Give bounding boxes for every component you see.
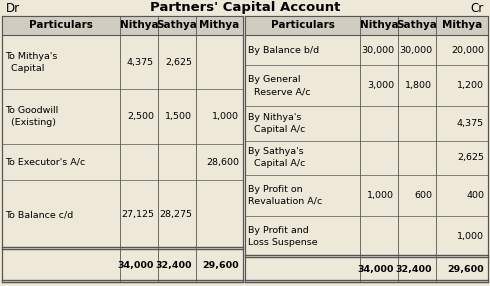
Text: Particulars: Particulars (29, 21, 93, 31)
Text: Particulars: Particulars (270, 21, 335, 31)
Text: To Executor's A/c: To Executor's A/c (5, 158, 85, 167)
Text: 2,625: 2,625 (165, 58, 192, 67)
Text: 4,375: 4,375 (127, 58, 154, 67)
Text: Partners' Capital Account: Partners' Capital Account (150, 1, 340, 15)
Text: Cr: Cr (471, 1, 484, 15)
Text: 1,800: 1,800 (405, 81, 432, 90)
Text: 1,200: 1,200 (457, 81, 484, 90)
Text: Mithya: Mithya (442, 21, 482, 31)
Text: 29,600: 29,600 (202, 261, 239, 270)
Text: 20,000: 20,000 (451, 45, 484, 55)
Text: To Mithya's
  Capital: To Mithya's Capital (5, 52, 57, 73)
Text: 600: 600 (414, 191, 432, 200)
Bar (245, 16, 488, 35)
Text: 2,625: 2,625 (457, 153, 484, 162)
Text: To Goodwill
  (Existing): To Goodwill (Existing) (5, 106, 58, 127)
Text: 1,000: 1,000 (457, 232, 484, 241)
Text: 1,500: 1,500 (165, 112, 192, 121)
Text: 30,000: 30,000 (361, 45, 394, 55)
Bar (245, 16, 488, 282)
Text: Sathya: Sathya (396, 21, 438, 31)
Text: Sathya: Sathya (157, 21, 197, 31)
Text: 3,000: 3,000 (367, 81, 394, 90)
Text: Dr: Dr (6, 1, 20, 15)
Text: 30,000: 30,000 (399, 45, 432, 55)
Text: 32,400: 32,400 (395, 265, 432, 274)
Text: 4,375: 4,375 (457, 119, 484, 128)
Text: By Nithya's
  Capital A/c: By Nithya's Capital A/c (248, 113, 305, 134)
Text: Mithya: Mithya (199, 21, 240, 31)
Bar (2, 16, 243, 35)
Text: 34,000: 34,000 (358, 265, 394, 274)
Text: 28,600: 28,600 (206, 158, 239, 167)
Text: Nithya: Nithya (120, 21, 158, 31)
Text: 27,125: 27,125 (121, 210, 154, 219)
Text: By Profit on
Revaluation A/c: By Profit on Revaluation A/c (248, 185, 322, 206)
Text: 400: 400 (466, 191, 484, 200)
Text: By Profit and
Loss Suspense: By Profit and Loss Suspense (248, 226, 318, 247)
Text: By Balance b/d: By Balance b/d (248, 45, 319, 55)
Text: 2,500: 2,500 (127, 112, 154, 121)
Text: 34,000: 34,000 (118, 261, 154, 270)
Text: 32,400: 32,400 (155, 261, 192, 270)
Text: Nithya: Nithya (360, 21, 398, 31)
Bar (2, 16, 243, 282)
Text: 29,600: 29,600 (447, 265, 484, 274)
Text: By Sathya's
  Capital A/c: By Sathya's Capital A/c (248, 147, 305, 168)
Text: 28,275: 28,275 (159, 210, 192, 219)
Text: 1,000: 1,000 (367, 191, 394, 200)
Text: By General
  Reserve A/c: By General Reserve A/c (248, 76, 311, 96)
Text: 1,000: 1,000 (212, 112, 239, 121)
Text: To Balance c/d: To Balance c/d (5, 210, 73, 219)
